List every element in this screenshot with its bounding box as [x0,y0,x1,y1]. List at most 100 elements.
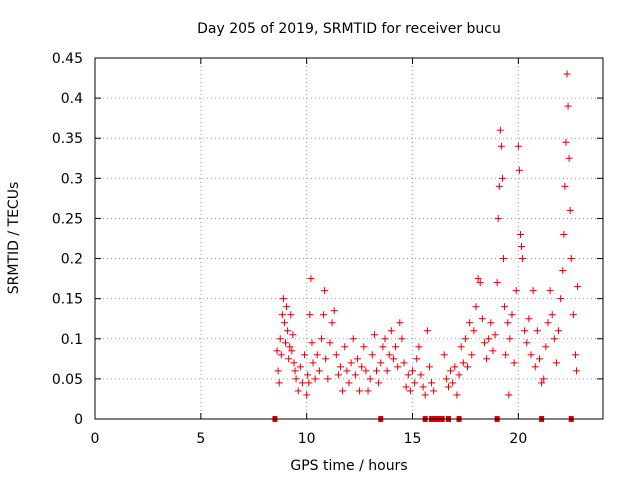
data-point [411,379,419,387]
data-point [505,391,513,399]
data-point [421,391,429,399]
data-point [538,379,546,387]
data-point [523,339,531,347]
y-tick-label: 0 [74,412,83,428]
data-point [398,335,406,343]
data-point [470,327,478,335]
data-point [298,379,306,387]
data-point [502,351,510,359]
data-point [562,138,570,146]
x-tick-label: 20 [509,431,527,447]
data-point [574,283,582,291]
data-point [362,367,370,375]
data-point [375,379,383,387]
data-point [276,335,284,343]
data-point [504,319,512,327]
data-point [392,343,400,351]
data-point [487,319,495,327]
data-point [402,383,410,391]
plot-frame [94,57,604,420]
data-point [510,359,518,367]
data-point [280,319,288,327]
y-tick-label: 0.25 [52,211,83,227]
data-point [419,383,427,391]
data-point [283,303,291,311]
data-point [341,343,349,351]
data-point [413,355,421,363]
data-point [472,303,480,311]
data-point [540,375,548,383]
data-point [311,375,319,383]
data-point [415,343,423,351]
data-point [317,335,325,343]
data-point [273,347,281,355]
data-point [337,363,345,371]
data-point [451,363,459,371]
data-point [564,102,572,110]
data-point [385,351,393,359]
data-point [529,287,537,295]
data-point [569,311,577,319]
data-point [493,279,501,287]
data-point [571,351,579,359]
data-point [567,255,575,263]
data-point [527,351,535,359]
data-point [351,371,359,379]
data-point [383,367,391,375]
data-point [542,343,550,351]
data-point [291,367,299,375]
y-tick-label: 0.4 [61,91,83,107]
data-point [498,174,506,182]
data-point [512,287,520,295]
data-point [321,287,329,295]
data-point [394,363,402,371]
data-point [561,182,569,190]
data-point [396,319,404,327]
data-point [566,206,574,214]
data-point [514,142,522,150]
y-tick-label: 0.2 [61,252,83,268]
data-point [464,363,472,371]
data-point [557,295,565,303]
data-point [461,335,469,343]
data-point [406,387,414,395]
x-tick-label: 5 [196,431,205,447]
data-point [508,311,516,319]
data-point [516,230,524,238]
data-point [449,379,457,387]
data-point [531,363,539,371]
data-point [353,355,361,363]
data-point [423,327,431,335]
data-point [358,363,366,371]
data-point [373,367,381,375]
data-point [521,327,529,335]
chart-title: Day 205 of 2019, SRMTID for receiver buc… [197,21,501,37]
data-point [389,355,397,363]
data-point [330,307,338,315]
data-point [301,351,309,359]
y-tick-label: 0.15 [52,292,83,308]
y-tick-label: 0.05 [52,372,83,388]
data-point [349,335,357,343]
data-point [290,359,298,367]
data-point [480,339,488,347]
data-point [278,311,286,319]
data-point [364,387,372,395]
data-point [417,371,425,379]
data-point [308,339,316,347]
data-point [347,359,355,367]
data-point [466,319,474,327]
data-point [309,359,317,367]
data-point [476,279,484,287]
data-point [379,343,387,351]
data-point [483,355,491,363]
axis-ticks: 0 5 10 15 20 0 0.05 0.1 0.15 0.2 0.25 0.3 0.35 0.4 0.4… [52,51,603,447]
y-tick-label: 0.3 [61,171,83,187]
data-point [428,379,436,387]
data-point [277,351,285,359]
data-point [495,182,503,190]
data-point [322,355,330,363]
data-point [536,355,543,363]
data-point [430,387,438,395]
